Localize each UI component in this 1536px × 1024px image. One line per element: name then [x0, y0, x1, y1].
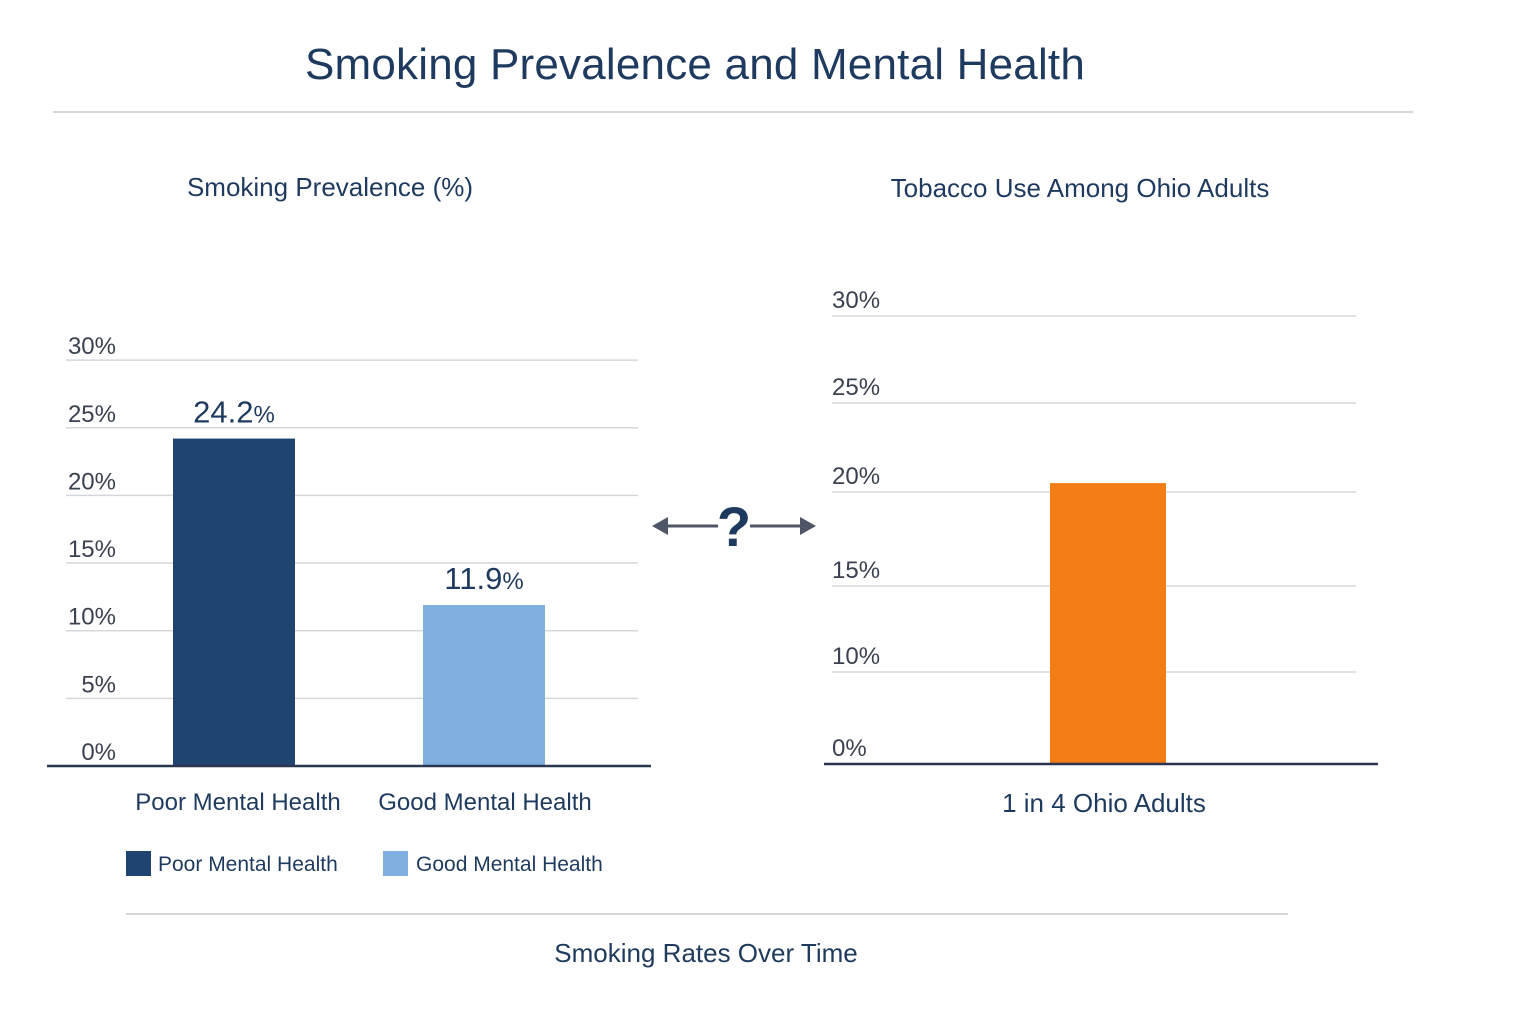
left-chart-title: Smoking Prevalence (%) [187, 172, 473, 202]
y-tick-label: 20% [68, 468, 116, 495]
y-tick-label: 0% [81, 739, 116, 766]
data-label-value: 24.2 [193, 395, 253, 430]
left-chart: Smoking Prevalence (%) 0% 5% 10% 15% 20% 25% 30… [47, 172, 651, 876]
data-label: 24.2% [193, 395, 275, 430]
footer-divider [126, 913, 1288, 915]
footer-title: Smoking Rates Over Time [554, 938, 858, 968]
y-tick-label: 25% [832, 374, 880, 401]
legend-label: Good Mental Health [416, 853, 603, 876]
bar [173, 438, 295, 766]
page-title: Smoking Prevalence and Mental Health [304, 40, 1086, 89]
data-label: 11.9% [444, 561, 523, 596]
data-label-unit: % [254, 402, 275, 429]
connector: ? [652, 495, 816, 558]
y-tick-label: 15% [832, 557, 880, 584]
arrow-right-icon [800, 517, 816, 535]
right-chart-title: Tobacco Use Among Ohio Adults [891, 173, 1270, 203]
y-tick-label: 30% [68, 333, 116, 360]
legend-label: Poor Mental Health [158, 853, 338, 876]
question-mark: ? [717, 495, 751, 558]
x-tick-label: 1 in 4 Ohio Adults [1002, 788, 1206, 818]
y-tick-label: 5% [81, 671, 116, 698]
y-tick-label: 20% [832, 463, 880, 490]
bar [1050, 483, 1166, 764]
y-tick-label: 25% [68, 401, 116, 428]
x-tick-label: Poor Mental Health [135, 789, 340, 816]
bar [423, 604, 545, 766]
arrow-left-icon [652, 517, 668, 535]
data-label-unit: % [502, 568, 523, 595]
y-tick-label: 10% [832, 643, 880, 670]
title-divider [53, 111, 1413, 113]
x-tick-label: Good Mental Health [378, 789, 591, 816]
right-chart: Tobacco Use Among Ohio Adults 0% 10% 15% 20%… [824, 173, 1378, 818]
data-label-value: 11.9 [444, 561, 502, 596]
y-tick-label: 0% [832, 735, 867, 762]
y-tick-label: 30% [832, 287, 880, 314]
legend-swatch-poor [126, 851, 151, 876]
legend-swatch-good [383, 851, 408, 876]
y-tick-label: 15% [68, 536, 116, 563]
y-tick-label: 10% [68, 604, 116, 631]
